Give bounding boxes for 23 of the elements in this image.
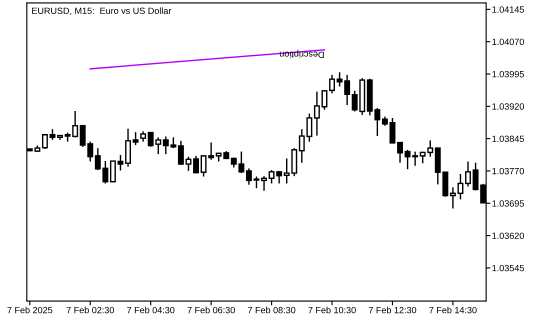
x-tick-label: 7 Feb 02:30 xyxy=(66,306,114,314)
y-tick-label: 1.03845 xyxy=(492,136,524,142)
candlestick xyxy=(427,140,434,158)
series-label: Description xyxy=(280,50,324,58)
candlestick xyxy=(87,140,94,162)
y-tick-label: 1.03995 xyxy=(492,70,524,78)
x-tick-label: 7 Feb 10:30 xyxy=(308,306,356,314)
y-tick-label: 1.03695 xyxy=(492,200,524,207)
y-tick-label: 1.03620 xyxy=(492,232,524,239)
chart-title: EURUSD, M15: Euro vs US Dollar xyxy=(32,7,172,16)
y-tick-label: 1.04070 xyxy=(492,38,524,46)
x-tick-label: 7 Feb 08:30 xyxy=(248,306,296,314)
x-tick-label: 7 Feb 06:30 xyxy=(188,306,235,314)
y-tick-label: 1.04145 xyxy=(492,6,524,13)
y-tick-label: 1.03920 xyxy=(492,103,524,110)
x-tick-label: 7 Feb 04:30 xyxy=(127,306,174,314)
x-tick-label: 7 Feb 2025 xyxy=(7,306,52,314)
candlestick xyxy=(155,136,162,155)
x-tick-label: 7 Feb 14:30 xyxy=(429,306,477,314)
x-tick-label: 7 Feb 12:30 xyxy=(368,306,416,314)
y-tick-label: 1.03545 xyxy=(492,264,524,272)
y-tick-label: 1.03770 xyxy=(492,168,524,174)
candlestick xyxy=(291,147,298,177)
